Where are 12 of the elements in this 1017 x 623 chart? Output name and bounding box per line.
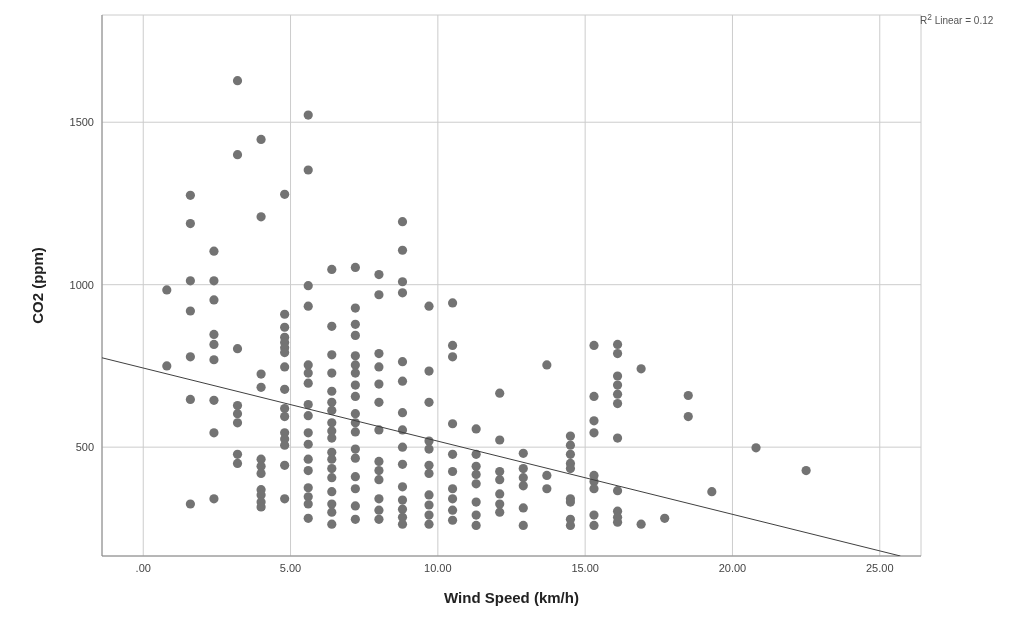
x-tick-label: 20.00 xyxy=(718,561,747,574)
x-axis-title: Wind Speed (km/h) xyxy=(444,589,579,606)
x-tick-label: 15.00 xyxy=(571,561,599,574)
y-tick-label: 1500 xyxy=(69,116,94,129)
y-axis-title: CO2 (ppm) xyxy=(29,247,47,324)
x-tick-label: 10.00 xyxy=(424,561,452,574)
x-tick-label: .00 xyxy=(135,561,151,574)
y-tick-label: 1000 xyxy=(69,278,94,291)
x-tick-label: 25.00 xyxy=(865,561,894,574)
x-tick-label: 5.00 xyxy=(279,561,302,574)
annotation: R$^{2}$ Linear = 0.12 xyxy=(920,12,994,27)
y-tick-label: 500 xyxy=(75,441,94,454)
